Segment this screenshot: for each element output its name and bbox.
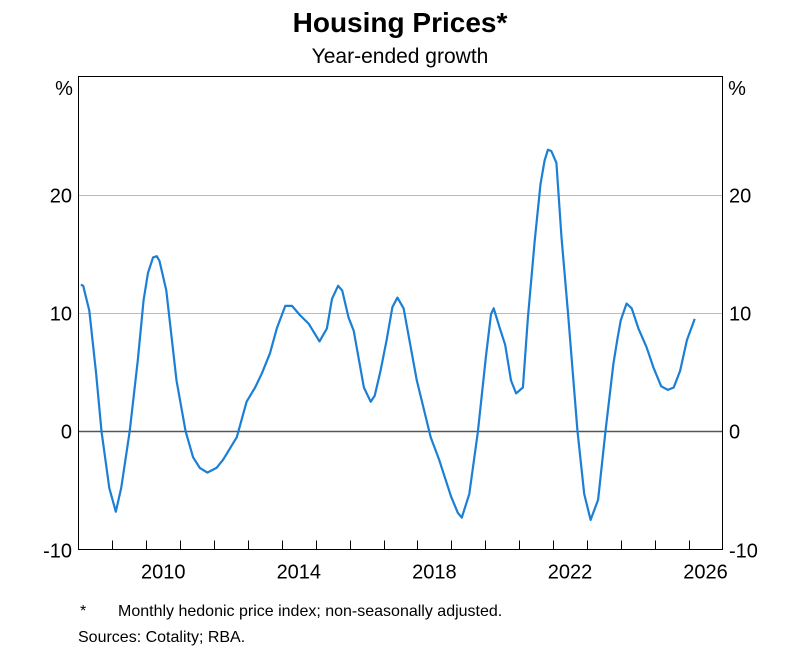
- left-axis-unit: %: [55, 78, 73, 100]
- plot-frame: [78, 76, 723, 550]
- y-tick-label-right: -10: [729, 541, 758, 563]
- footnote-marker: *: [80, 603, 86, 620]
- x-tick-label: 2018: [412, 562, 457, 584]
- y-tick-labels: -10 -10 0 0 10 10 20 20: [43, 186, 758, 563]
- gridlines: [78, 195, 723, 433]
- y-tick-label-right: 10: [729, 304, 751, 326]
- y-tick-label-left: 0: [61, 422, 72, 444]
- chart-subtitle: Year-ended growth: [312, 45, 489, 68]
- footnote-text: Monthly hedonic price index; non-seasona…: [118, 603, 502, 620]
- y-tick-label-left: 10: [50, 304, 72, 326]
- x-ticks: 2010 2014 2018 2022 2026: [112, 540, 728, 584]
- y-tick-label-right: 20: [729, 186, 751, 208]
- x-tick-label: 2026: [683, 562, 728, 584]
- x-tick-label: 2014: [277, 562, 322, 584]
- y-tick-label-right: 0: [729, 422, 740, 444]
- series-line: [80, 148, 696, 521]
- y-tick-label-left: 20: [50, 186, 72, 208]
- sources-text: Sources: Cotality; RBA.: [78, 629, 245, 646]
- x-tick-label: 2010: [141, 562, 186, 584]
- x-tick-label: 2022: [548, 562, 593, 584]
- right-axis-unit: %: [728, 78, 746, 100]
- chart-title: Housing Prices*: [293, 7, 508, 38]
- y-tick-label-left: -10: [43, 541, 72, 563]
